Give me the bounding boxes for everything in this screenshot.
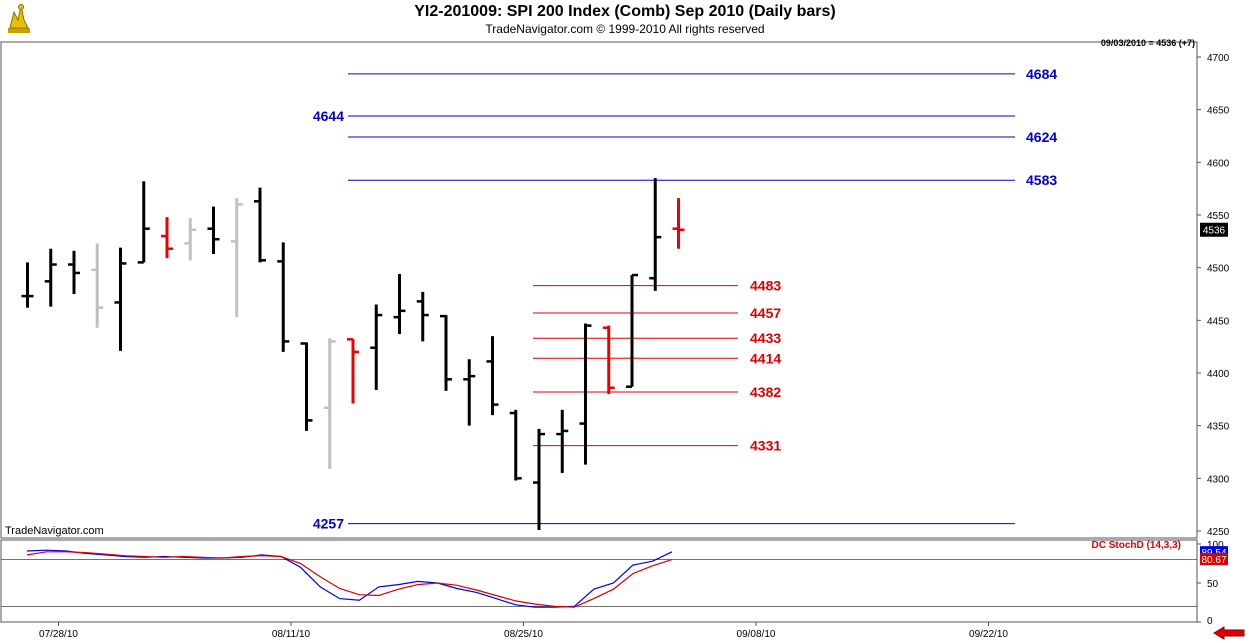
price-bar — [672, 198, 685, 249]
price-bar — [533, 428, 545, 530]
price-bar — [649, 178, 662, 291]
level-label: 4483 — [750, 278, 781, 294]
price-bar — [277, 242, 290, 352]
y-tick-label: 4500 — [1207, 264, 1230, 275]
level-label: 4644 — [313, 108, 344, 124]
price-bar — [370, 304, 383, 390]
indicator-series-line — [26, 549, 673, 608]
price-bar — [114, 247, 127, 351]
price-bar — [68, 250, 80, 294]
price-bar — [161, 217, 173, 259]
watermark-text: TradeNavigator.com — [5, 525, 104, 537]
level-label: 4684 — [1026, 66, 1057, 82]
y-tick-label: 4700 — [1207, 53, 1230, 64]
price-bar — [230, 198, 243, 318]
price-bar — [207, 206, 220, 254]
y-tick-label: 4250 — [1207, 527, 1230, 538]
indicator-value-box — [1200, 553, 1228, 566]
price-bar — [486, 336, 499, 416]
price-bar — [416, 291, 429, 342]
price-bar — [137, 181, 150, 264]
price-readout: 09/03/2010 = 4536 (+7) — [1101, 38, 1195, 48]
scroll-right-arrow-icon[interactable] — [1212, 626, 1246, 640]
last-price-box — [1200, 222, 1228, 237]
indicator-tick-label: 100 — [1207, 540, 1224, 551]
x-tick-label: 09/22/10 — [969, 629, 1008, 640]
price-bar — [626, 273, 638, 388]
indicator-tick-label: 50 — [1207, 579, 1219, 590]
level-label: 4414 — [750, 350, 781, 366]
price-bar — [254, 187, 266, 263]
level-label: 4331 — [750, 438, 781, 454]
price-bar — [44, 248, 57, 307]
price-bar — [393, 273, 406, 335]
price-bar — [184, 218, 197, 261]
price-bar — [21, 262, 34, 308]
trade-navigator-logo — [4, 2, 34, 36]
x-tick-label: 08/11/10 — [272, 629, 311, 640]
x-tick-label: 07/28/10 — [39, 629, 78, 640]
price-bar — [579, 323, 592, 465]
y-tick-label: 4350 — [1207, 422, 1230, 433]
indicator-tick-label: 0 — [1207, 616, 1213, 627]
y-tick-label: 4550 — [1207, 211, 1230, 222]
chart-title: YI2-201009: SPI 200 Index (Comb) Sep 201… — [414, 3, 836, 20]
y-tick-label: 4300 — [1207, 474, 1230, 485]
indicator-panel-frame — [0, 539, 1198, 623]
price-bar — [347, 338, 359, 404]
level-label: 4257 — [313, 516, 344, 532]
price-bar — [91, 243, 104, 328]
x-tick-label: 09/08/10 — [737, 629, 776, 640]
level-label: 4457 — [750, 305, 781, 321]
level-label: 4433 — [750, 330, 781, 346]
price-bar — [463, 359, 476, 426]
price-bar — [556, 409, 569, 474]
level-label: 4583 — [1026, 172, 1057, 188]
price-bar — [440, 314, 452, 391]
price-bar — [602, 325, 615, 395]
level-label: 4624 — [1026, 129, 1057, 145]
price-panel-frame — [0, 41, 1198, 539]
y-tick-label: 4600 — [1207, 158, 1230, 169]
price-bar — [300, 342, 313, 431]
indicator-series-line — [26, 551, 673, 608]
indicator-name: DC StochD (14,3,3) — [1092, 540, 1181, 551]
chart-subtitle: TradeNavigator.com © 1999-2010 All right… — [485, 22, 765, 36]
y-tick-label: 4650 — [1207, 106, 1230, 117]
price-bar — [509, 409, 522, 481]
indicator-value-label: 80.67 — [1201, 555, 1226, 566]
y-tick-label: 4400 — [1207, 369, 1230, 380]
price-bar — [323, 338, 336, 469]
x-tick-label: 08/25/10 — [504, 629, 543, 640]
y-tick-label: 4450 — [1207, 316, 1230, 327]
level-label: 4382 — [750, 384, 781, 400]
last-price-label: 4536 — [1203, 226, 1226, 237]
